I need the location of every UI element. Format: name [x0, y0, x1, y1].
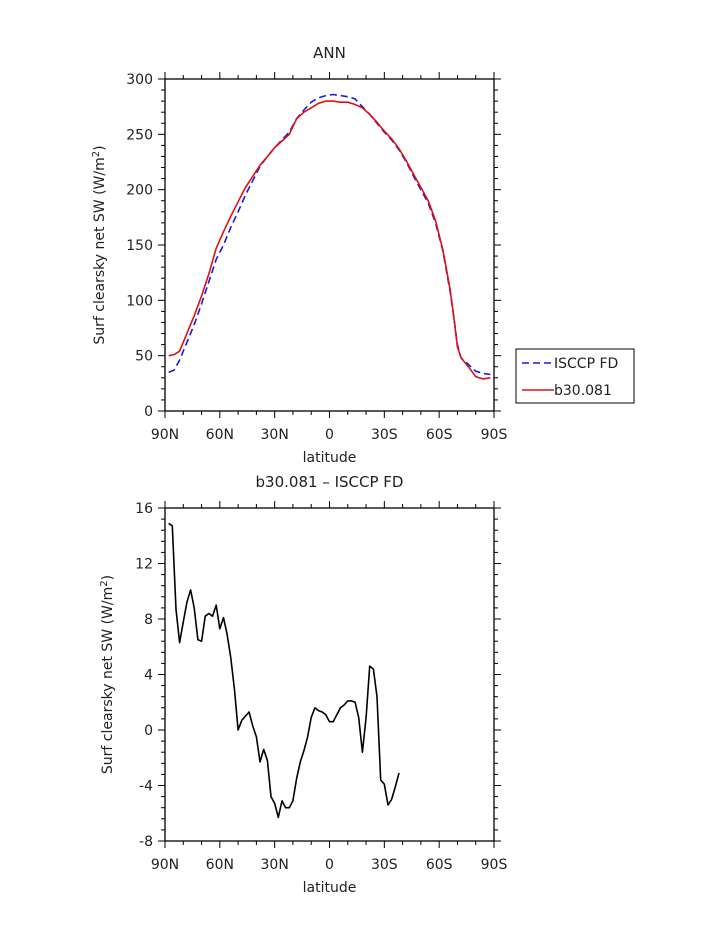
legend: ISCCP FD b30.081 [515, 348, 635, 404]
y-tick-label: 0 [144, 723, 153, 739]
x-tick-label: 60S [426, 427, 453, 443]
y-tick-label: 100 [126, 293, 153, 309]
x-tick-label: 0 [325, 857, 334, 873]
x-axis-label: latitude [303, 880, 357, 896]
x-tick-label: 30S [371, 857, 398, 873]
x-tick-label: 0 [325, 427, 334, 443]
y-tick-label: 4 [144, 668, 153, 684]
x-tick-label: 60S [426, 857, 453, 873]
y-tick-label: 12 [135, 557, 153, 573]
x-tick-label: 60N [206, 427, 234, 443]
x-tick-label: 30N [261, 857, 289, 873]
chart-title: b30.081 – ISCCP FD [256, 473, 404, 491]
y-axis-label: Surf clearsky net SW (W/m2) [99, 575, 117, 774]
y-tick-label: 300 [126, 72, 153, 88]
legend-label-2: b30.081 [554, 383, 612, 399]
x-tick-label: 60N [206, 857, 234, 873]
y-tick-label: 8 [144, 612, 153, 628]
x-tick-label: 90N [151, 857, 179, 873]
x-tick-label: 30N [261, 427, 289, 443]
legend-box [515, 348, 635, 404]
plot-frame [164, 507, 495, 842]
y-tick-label: 50 [135, 349, 153, 365]
series-line-2 [168, 100, 491, 380]
y-tick-label: 0 [144, 404, 153, 420]
series-line-1 [168, 93, 491, 376]
legend-label-1: ISCCP FD [554, 356, 618, 372]
chart-title: ANN [313, 44, 346, 62]
chart-panel-1: ANN 90N 60N 30N 0 30S 60S 90S 0 50 100 150 200 250 300… [91, 44, 635, 466]
y-tick-label: -8 [139, 834, 153, 850]
y-tick-label: 250 [126, 127, 153, 143]
x-axis-label: latitude [303, 450, 357, 466]
x-tick-label: 90N [151, 427, 179, 443]
y-tick-label: 16 [135, 501, 153, 517]
y-tick-label: 150 [126, 238, 153, 254]
y-tick-label: 200 [126, 183, 153, 199]
x-tick-label: 90S [481, 857, 508, 873]
y-tick-label: -4 [139, 779, 153, 795]
x-tick-label: 30S [371, 427, 398, 443]
chart-panel-2: b30.081 – ISCCP FD 90N 60N 30N 0 30S 60S 90S -8 -… [99, 473, 508, 896]
series-line-1 [168, 522, 400, 819]
y-axis-label: Surf clearsky net SW (W/m2) [91, 145, 109, 344]
x-tick-label: 90S [481, 427, 508, 443]
plot-frame [164, 78, 495, 412]
